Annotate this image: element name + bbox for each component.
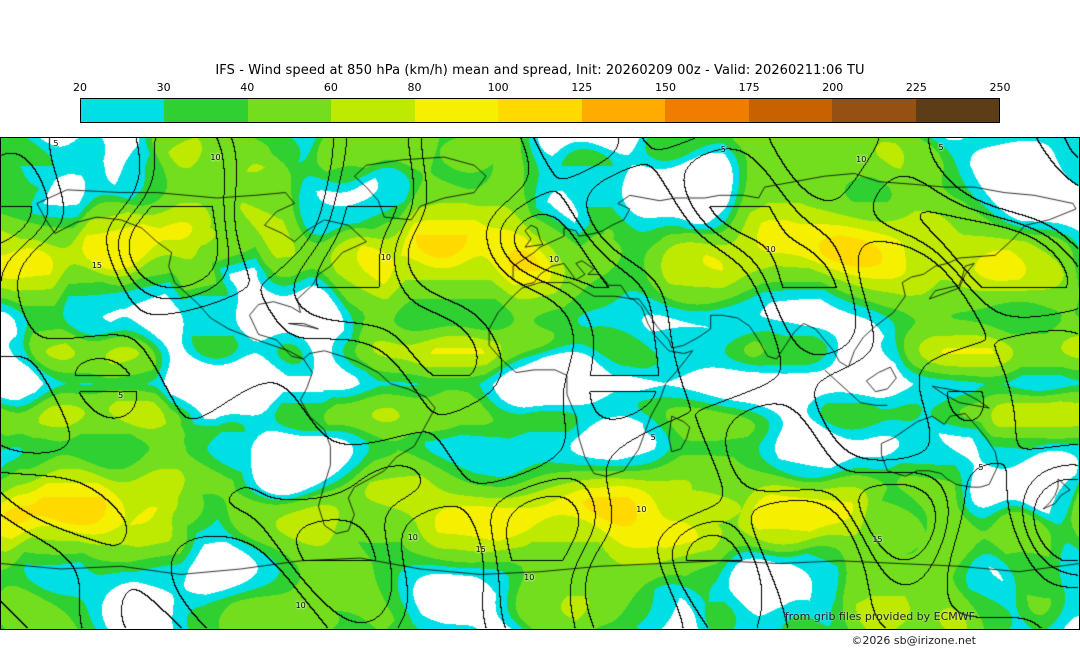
colorbar-tick-label: 150: [654, 81, 676, 94]
colorbar-segment: [164, 99, 248, 122]
colorbar-tick-label: 20: [73, 81, 87, 94]
colorbar: 20 30 40 60 80 100 125 150 175 200 225 250: [73, 81, 1011, 123]
colorbar-tick-label: 125: [571, 81, 593, 94]
colorbar-segment: [331, 99, 415, 122]
colorbar-tick-label: 250: [989, 81, 1011, 94]
provider-credit: from grib files provided by ECMWF: [784, 610, 975, 623]
colorbar-segment: [81, 99, 165, 122]
colorbar-segment: [832, 99, 916, 122]
wind-speed-map-canvas: [1, 138, 1079, 629]
copyright-credit: ©2026 sb@irizone.net: [851, 634, 976, 647]
colorbar-tick-label: 30: [156, 81, 171, 94]
colorbar-tick-label: 100: [487, 81, 509, 94]
colorbar-tick-label: 40: [240, 81, 255, 94]
colorbar-segment: [915, 99, 999, 122]
map-frame: 5 10 5 5 10 15 10 10 10 5 5 10 15 10 10 15 10 5 from grib…: [0, 137, 1080, 630]
colorbar-segment: [414, 99, 499, 122]
colorbar-tick-label: 175: [738, 81, 760, 94]
colorbar-tick-row: 20 30 40 60 80 100 125 150 175 200 225 250: [73, 81, 1011, 96]
colorbar-tick-label: 200: [822, 81, 844, 94]
colorbar-tick-label: 80: [407, 81, 422, 94]
colorbar-segment: [498, 99, 582, 122]
colorbar-bar: [80, 98, 1000, 123]
colorbar-tick-label: 225: [905, 81, 927, 94]
figure-title: IFS - Wind speed at 850 hPa (km/h) mean …: [215, 63, 865, 78]
colorbar-segment: [665, 99, 749, 122]
colorbar-segment: [247, 99, 332, 122]
colorbar-segment: [581, 99, 666, 122]
colorbar-segment: [748, 99, 833, 122]
colorbar-tick-label: 60: [323, 81, 338, 94]
